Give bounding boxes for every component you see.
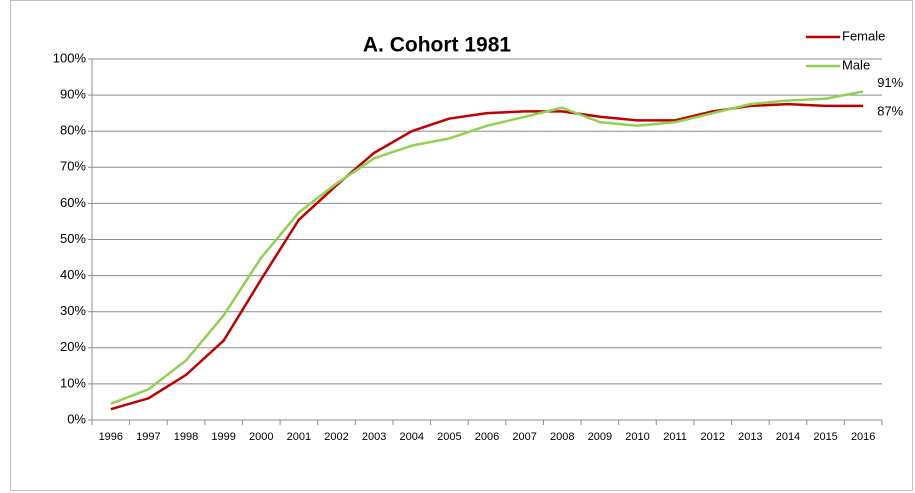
y-tick-label: 0% [67, 411, 86, 426]
y-tick-label: 70% [60, 159, 86, 174]
legend-label: Female [842, 28, 885, 43]
x-tick-label: 2003 [362, 431, 386, 443]
data-label: 87% [877, 103, 903, 118]
x-tick-label: 2011 [663, 431, 687, 443]
y-tick-label: 50% [60, 231, 86, 246]
y-tick-label: 80% [60, 123, 86, 138]
y-tick-label: 30% [60, 303, 86, 318]
y-tick-label: 40% [60, 267, 86, 282]
x-tick-label: 2009 [588, 431, 612, 443]
y-tick-label: 10% [60, 375, 86, 390]
y-tick-label: 20% [60, 339, 86, 354]
y-tick-label: 100% [53, 50, 87, 65]
x-tick-label: 1998 [174, 431, 198, 443]
x-tick-label: 1996 [99, 431, 123, 443]
chart-title: A. Cohort 1981 [363, 34, 512, 57]
x-tick-label: 2015 [813, 431, 837, 443]
x-tick-label: 2005 [437, 431, 461, 443]
x-tick-label: 1999 [211, 431, 235, 443]
x-tick-label: 2010 [625, 431, 649, 443]
y-tick-label: 60% [60, 195, 86, 210]
x-tick-label: 2007 [512, 431, 536, 443]
x-tick-label: 2006 [475, 431, 499, 443]
x-tick-label: 2002 [324, 431, 348, 443]
legend-label: Male [842, 57, 870, 72]
chart-border [10, 0, 913, 491]
x-tick-label: 2004 [400, 431, 424, 443]
x-tick-label: 2001 [287, 431, 311, 443]
x-tick-label: 2013 [738, 431, 762, 443]
x-tick-label: 2014 [776, 431, 800, 443]
x-tick-label: 2000 [249, 431, 273, 443]
x-tick-label: 1997 [136, 431, 160, 443]
x-tick-label: 2016 [851, 431, 875, 443]
y-tick-label: 90% [60, 87, 86, 102]
data-label: 91% [877, 75, 903, 90]
series-line [110, 90, 864, 405]
x-tick-label: 2012 [700, 431, 724, 443]
x-tick-label: 2008 [550, 431, 574, 443]
